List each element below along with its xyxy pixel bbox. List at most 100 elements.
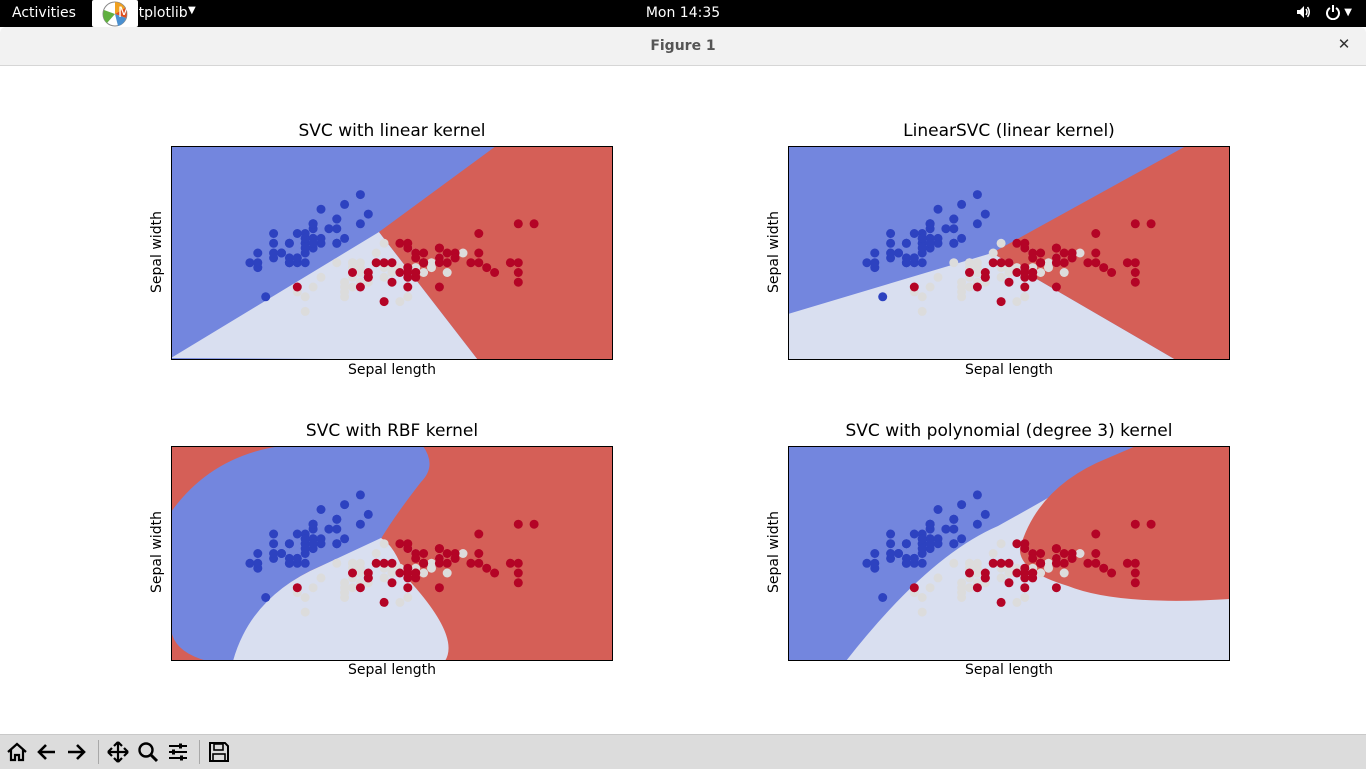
data-point-class-1 [442,268,452,277]
data-point-class-2 [1099,263,1109,273]
data-point-class-2 [1020,568,1030,578]
data-point-class-1 [949,558,959,568]
data-point-class-2 [474,248,484,258]
data-point-class-2 [980,272,990,282]
data-point-class-1 [300,292,310,302]
decision-region [788,253,1176,360]
data-point-class-2 [474,258,484,268]
data-point-class-1 [1036,268,1046,277]
pan-icon[interactable] [104,738,132,766]
data-point-class-1 [371,248,381,258]
data-point-class-2 [1059,558,1069,568]
data-point-class-0 [355,190,365,200]
plot-area[interactable] [171,146,613,360]
data-point-class-1 [972,568,982,578]
data-point-class-1 [1004,268,1014,277]
data-point-class-0 [886,229,896,238]
data-point-class-0 [870,248,880,258]
data-point-class-0 [253,549,263,558]
data-point-class-1 [387,568,397,578]
home-icon[interactable] [3,738,31,766]
data-point-class-2 [1083,558,1093,568]
volume-icon[interactable] [1295,4,1311,20]
plot-area[interactable] [788,446,1230,661]
data-point-class-0 [300,258,310,268]
data-point-class-2 [1012,268,1022,277]
data-point-class-2 [1036,549,1046,558]
data-point-class-0 [355,519,365,529]
data-point-class-0 [340,534,350,544]
data-point-class-2 [450,553,460,563]
data-point-class-2 [965,268,974,277]
data-point-class-1 [379,272,389,282]
data-point-class-0 [253,258,263,268]
activities-button[interactable]: Activities [12,5,76,21]
close-icon[interactable]: ✕ [1337,35,1351,53]
data-point-class-2 [909,282,919,292]
data-point-class-0 [909,553,919,563]
power-icon[interactable]: ▼ [1325,4,1352,20]
zoom-icon[interactable] [134,738,162,766]
data-point-class-0 [972,519,982,529]
data-point-class-2 [466,558,476,568]
data-point-class-1 [1075,549,1085,558]
data-point-class-0 [316,539,326,549]
data-point-class-0 [300,544,310,554]
data-point-class-2 [363,272,373,282]
data-point-class-2 [1130,258,1140,268]
data-point-class-2 [434,258,444,268]
forward-icon[interactable] [62,738,90,766]
data-point-class-1 [379,539,389,549]
clock[interactable]: Mon 14:35 [645,5,721,21]
data-point-class-2 [505,258,515,268]
data-point-class-1 [419,568,429,578]
data-point-class-1 [925,282,935,292]
data-point-class-1 [917,292,927,302]
app-menu[interactable]: Matplotlib ▼ [92,0,196,27]
data-point-class-0 [925,219,935,229]
data-point-class-2 [355,282,365,292]
system-menu[interactable]: ▼ [1295,4,1352,20]
back-icon[interactable] [33,738,61,766]
data-point-class-0 [972,490,982,500]
data-point-class-0 [901,238,911,248]
data-point-class-2 [371,558,381,568]
data-point-class-2 [996,558,1006,568]
data-point-class-2 [363,573,373,583]
data-point-class-0 [957,534,967,544]
data-point-class-2 [466,258,476,268]
data-point-class-2 [909,583,919,593]
data-point-class-2 [996,597,1006,607]
data-point-class-0 [917,558,927,568]
data-point-class-2 [442,558,452,568]
save-icon[interactable] [205,738,233,766]
data-point-class-1 [1012,297,1022,307]
axes-frame [788,446,1230,661]
subplots-config-icon[interactable] [164,738,192,766]
data-point-class-0 [324,524,334,534]
data-point-class-0 [980,509,990,519]
data-point-class-0 [284,558,294,568]
data-point-class-0 [340,233,350,243]
data-point-class-1 [965,258,974,268]
data-point-class-1 [379,573,389,583]
data-point-class-0 [886,529,896,539]
data-point-class-2 [1099,563,1109,573]
data-point-class-1 [395,297,405,307]
data-point-class-2 [1130,519,1140,529]
data-point-class-2 [387,578,397,588]
data-point-class-2 [1028,268,1038,277]
data-point-class-0 [269,229,279,238]
data-point-class-0 [917,258,927,268]
data-point-class-0 [269,529,279,539]
data-point-class-2 [434,243,444,253]
data-point-class-0 [949,214,959,224]
data-point-class-2 [387,258,397,268]
plot-area[interactable] [171,446,613,661]
data-point-class-2 [1012,238,1022,248]
plot-area[interactable] [788,146,1230,360]
data-point-class-2 [379,258,389,268]
data-point-class-2 [1091,258,1101,268]
x-axis-label: Sepal length [965,362,1053,378]
data-point-class-2 [1012,568,1022,578]
